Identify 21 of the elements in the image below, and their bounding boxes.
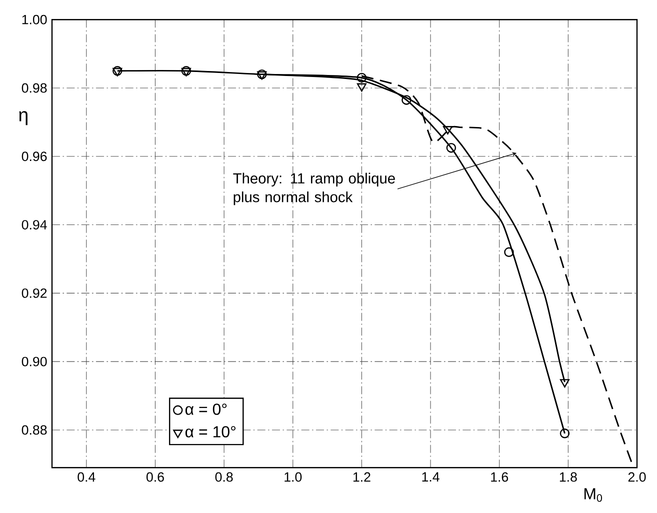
x-tick-label: 1.2 — [353, 472, 370, 482]
annotation: Theory: 11 ramp oblique plus normal shock — [233, 172, 395, 206]
x-axis-title: M$_{0}$ — [584, 488, 602, 502]
y-tick-label: 0.96 — [22, 152, 47, 162]
x-tick-label: 1.6 — [491, 472, 508, 482]
x-tick-label: 0.4 — [78, 472, 96, 482]
y-tick-label: 1.00 — [22, 14, 47, 24]
x-tick-label: 0.8 — [215, 472, 233, 482]
legend-label: α = 0° — [185, 404, 227, 415]
y-tick-label: 0.92 — [22, 288, 47, 298]
y-axis-title: η — [19, 111, 28, 126]
x-tick-label: 1.0 — [284, 472, 302, 482]
x-tick-label: 1.4 — [422, 472, 440, 482]
x-tick-label: 0.6 — [146, 472, 164, 482]
y-tick-label: 0.94 — [22, 220, 47, 230]
legend-label: α = 10° — [185, 426, 236, 438]
y-tick-label: 0.88 — [22, 425, 47, 435]
x-tick-label: 1.8 — [560, 472, 577, 482]
y-tick-label: 0.90 — [22, 356, 47, 366]
y-tick-label: 0.98 — [22, 83, 47, 93]
x-tick-label: 2.0 — [628, 472, 646, 482]
